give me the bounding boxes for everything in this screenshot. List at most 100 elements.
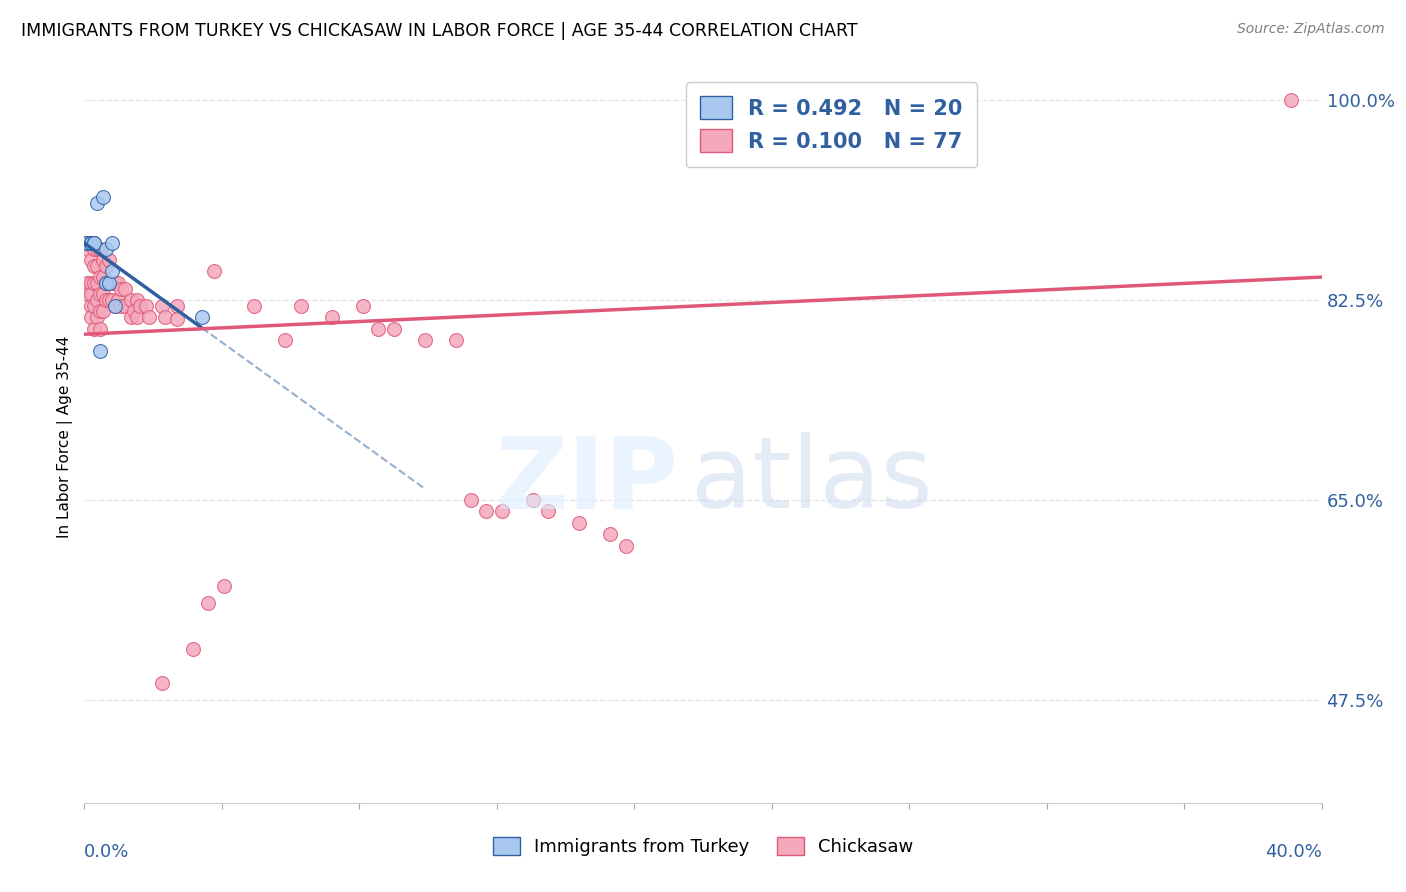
Text: 0.0%: 0.0% xyxy=(84,843,129,861)
Point xyxy=(86,293,108,307)
Point xyxy=(138,310,160,324)
Point xyxy=(91,287,114,301)
Point xyxy=(202,264,225,278)
Point xyxy=(76,235,98,250)
Point xyxy=(91,252,114,267)
Point xyxy=(321,310,343,324)
Point xyxy=(79,299,101,313)
Point xyxy=(79,235,101,250)
Point xyxy=(475,504,498,518)
Point xyxy=(101,293,124,307)
Point xyxy=(125,293,148,307)
Point xyxy=(110,299,132,313)
Point xyxy=(79,235,101,250)
Point xyxy=(76,235,98,250)
Point xyxy=(98,252,121,267)
Point xyxy=(568,516,591,530)
Point xyxy=(120,310,142,324)
Point xyxy=(125,310,148,324)
Point xyxy=(135,299,157,313)
Point xyxy=(197,596,219,610)
Point xyxy=(98,293,121,307)
Point xyxy=(101,235,124,250)
Point xyxy=(89,270,111,285)
Point xyxy=(91,304,114,318)
Point xyxy=(94,259,117,273)
Point xyxy=(79,276,101,290)
Point xyxy=(104,299,127,313)
Point xyxy=(166,312,188,326)
Point xyxy=(83,299,105,313)
Point xyxy=(101,264,124,278)
Point xyxy=(104,276,127,290)
Point xyxy=(83,235,105,250)
Point xyxy=(98,276,121,290)
Point xyxy=(94,242,117,256)
Point xyxy=(86,242,108,256)
Y-axis label: In Labor Force | Age 35-44: In Labor Force | Age 35-44 xyxy=(56,336,73,538)
Point xyxy=(79,252,101,267)
Point xyxy=(94,276,117,290)
Point xyxy=(83,321,105,335)
Text: ZIP: ZIP xyxy=(495,433,678,530)
Point xyxy=(537,504,560,518)
Point xyxy=(101,276,124,290)
Point xyxy=(86,195,108,210)
Point xyxy=(107,293,129,307)
Point xyxy=(367,321,389,335)
Point xyxy=(110,281,132,295)
Point xyxy=(444,333,467,347)
Point xyxy=(120,293,142,307)
Point xyxy=(94,293,117,307)
Point xyxy=(114,299,136,313)
Point xyxy=(212,579,235,593)
Point xyxy=(98,276,121,290)
Point xyxy=(76,276,98,290)
Point xyxy=(104,299,127,313)
Point xyxy=(89,287,111,301)
Point xyxy=(181,641,204,656)
Point xyxy=(91,190,114,204)
Point xyxy=(86,276,108,290)
Point xyxy=(91,270,114,285)
Text: atlas: atlas xyxy=(690,433,932,530)
Point xyxy=(413,333,436,347)
Point xyxy=(79,310,101,324)
Point xyxy=(122,304,145,318)
Point xyxy=(150,299,173,313)
Point xyxy=(614,539,637,553)
Point xyxy=(129,299,152,313)
Point xyxy=(76,235,98,250)
Point xyxy=(191,310,214,324)
Point xyxy=(79,287,101,301)
Point xyxy=(107,276,129,290)
Point xyxy=(166,299,188,313)
Legend: Immigrants from Turkey, Chickasaw: Immigrants from Turkey, Chickasaw xyxy=(482,826,924,867)
Point xyxy=(274,333,297,347)
Point xyxy=(491,504,513,518)
Point xyxy=(86,310,108,324)
Point xyxy=(114,281,136,295)
Text: IMMIGRANTS FROM TURKEY VS CHICKASAW IN LABOR FORCE | AGE 35-44 CORRELATION CHART: IMMIGRANTS FROM TURKEY VS CHICKASAW IN L… xyxy=(21,22,858,40)
Point xyxy=(83,259,105,273)
Point xyxy=(153,310,176,324)
Point xyxy=(382,321,405,335)
Point xyxy=(79,235,101,250)
Point xyxy=(86,259,108,273)
Point xyxy=(83,242,105,256)
Text: 40.0%: 40.0% xyxy=(1265,843,1322,861)
Point xyxy=(243,299,266,313)
Point xyxy=(76,235,98,250)
Point xyxy=(76,287,98,301)
Point xyxy=(290,299,312,313)
Point xyxy=(89,304,111,318)
Point xyxy=(460,492,482,507)
Point xyxy=(89,242,111,256)
Point xyxy=(89,344,111,359)
Text: Source: ZipAtlas.com: Source: ZipAtlas.com xyxy=(1237,22,1385,37)
Point xyxy=(83,235,105,250)
Point xyxy=(76,242,98,256)
Point xyxy=(599,527,621,541)
Point xyxy=(76,235,98,250)
Point xyxy=(89,321,111,335)
